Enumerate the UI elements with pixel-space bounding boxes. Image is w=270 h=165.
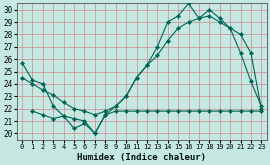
X-axis label: Humidex (Indice chaleur): Humidex (Indice chaleur) bbox=[77, 152, 206, 162]
